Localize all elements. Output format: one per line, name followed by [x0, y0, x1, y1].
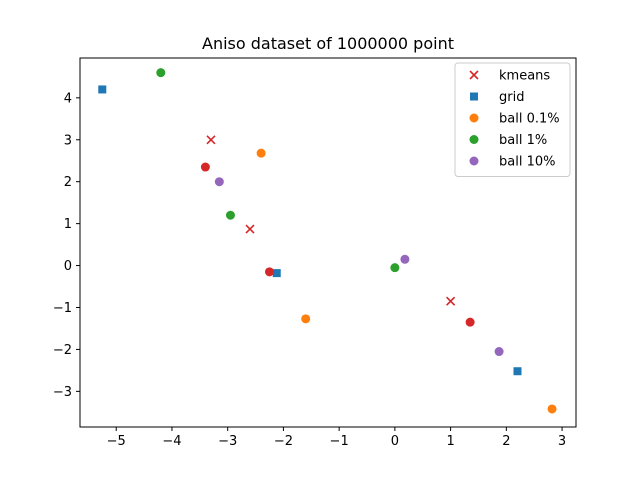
legend: kmeans grid ball 0.1% ball 1% ball 10%	[454, 62, 571, 177]
point-kmeans	[245, 224, 255, 234]
legend-label: ball 0.1%	[499, 112, 560, 127]
point-grid	[272, 269, 281, 278]
legend-marker	[469, 70, 479, 80]
x-tick-label: 3	[558, 434, 566, 449]
x-tick-label: 2	[502, 434, 510, 449]
point-kmeans	[206, 135, 216, 145]
axes-frame	[79, 57, 577, 428]
legend-label: grid	[499, 90, 524, 105]
point-kmeans	[446, 296, 456, 306]
y-tick-label: −3	[53, 385, 72, 400]
x-tick-label: −3	[218, 434, 237, 449]
point-ball-10	[214, 177, 224, 187]
x-stroke	[245, 224, 255, 234]
x-tick-label: 1	[446, 434, 454, 449]
point-grid	[98, 85, 107, 94]
point-ball-0-1	[256, 148, 266, 158]
point-ball-1	[390, 263, 400, 273]
point-ball-0-1	[301, 314, 311, 324]
point-ball-1	[156, 68, 166, 78]
point-unlabeled	[465, 317, 475, 327]
x-tick-label: −1	[330, 434, 349, 449]
x-tick-label: −5	[107, 434, 126, 449]
point-ball-0-1	[547, 404, 557, 414]
chart-title: Aniso dataset of 1000000 point	[202, 34, 454, 53]
legend-box	[454, 62, 571, 177]
axis-ticks: −5 −4 −3 −2 −1 0 1 2 3 −3 −2 −1 0 1 2 3 4	[53, 91, 566, 449]
point-ball-10	[400, 254, 410, 264]
point-ball-1	[225, 210, 235, 220]
x-stroke	[469, 70, 479, 80]
legend-marker	[469, 113, 479, 123]
x-stroke	[206, 135, 216, 145]
x-tick-label: −2	[274, 434, 293, 449]
x-tick-label: −4	[162, 434, 181, 449]
legend-marker	[469, 135, 479, 144]
y-tick-label: −1	[53, 301, 72, 316]
plot-marks	[98, 68, 557, 414]
x-tick-label: 0	[391, 434, 399, 449]
y-tick-label: −2	[53, 343, 72, 358]
point-unlabeled	[264, 267, 274, 277]
legend-label: kmeans	[499, 69, 550, 84]
y-tick-label: 2	[64, 175, 72, 190]
point-ball-10	[494, 347, 504, 357]
y-tick-label: 1	[64, 217, 72, 232]
legend-label: ball 10%	[499, 155, 555, 170]
y-tick-label: 3	[64, 133, 72, 148]
point-grid	[513, 367, 522, 376]
y-tick-label: 4	[64, 91, 72, 106]
legend-marker	[469, 156, 479, 166]
legend-marker	[470, 92, 478, 101]
point-unlabeled	[200, 162, 210, 172]
x-stroke	[446, 296, 456, 306]
y-tick-label: 0	[64, 259, 72, 274]
legend-label: ball 1%	[499, 133, 547, 148]
